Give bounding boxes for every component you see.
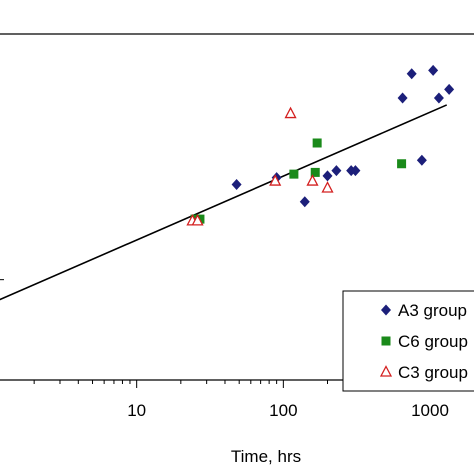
- a3-group-point: [350, 165, 361, 177]
- c3-group-point: [284, 106, 297, 119]
- legend-label-a3-group: A3 group: [398, 301, 467, 320]
- x-tick-label: 10: [127, 401, 146, 420]
- x-tick-label: 100: [269, 401, 297, 420]
- a3-group-point: [231, 179, 242, 191]
- a3-group-point: [322, 170, 333, 182]
- c3-group-point: [306, 174, 319, 186]
- legend-label-c6-group: C6 group: [398, 332, 468, 351]
- a3-group-point: [299, 196, 310, 208]
- legend-marker-a3-group: [381, 304, 391, 316]
- a3-group-point: [428, 64, 439, 76]
- x-axis-label: Time, hrs: [231, 447, 301, 466]
- legend-box: [342, 290, 474, 392]
- c6-group-point: [312, 138, 322, 148]
- trend-line: [0, 104, 448, 301]
- c3-group-point: [191, 213, 204, 226]
- a3-group-point: [397, 92, 408, 104]
- a3-group-point: [406, 68, 417, 80]
- legend-marker-c6-group: [381, 336, 391, 346]
- c6-group-point: [289, 169, 299, 179]
- a3-group-point: [416, 154, 427, 166]
- a3-group-point: [331, 165, 342, 177]
- c6-group-point: [397, 159, 407, 169]
- a3-group-point: [444, 83, 455, 95]
- legend: A3 group C6 group C3 group: [342, 290, 474, 392]
- x-tick-label: 1000: [411, 401, 449, 420]
- trend-line-group: [0, 104, 448, 301]
- legend-marker-c3-group: [379, 365, 393, 377]
- legend-label-c3-group: C3 group: [398, 363, 468, 382]
- a3-group-point: [433, 92, 444, 104]
- c6-group-point: [310, 167, 320, 177]
- data-points: [186, 64, 455, 226]
- c3-group-point: [321, 181, 334, 193]
- c3-group-point: [269, 174, 282, 186]
- x-axis-tick-labels: 10 100 1000: [127, 401, 449, 420]
